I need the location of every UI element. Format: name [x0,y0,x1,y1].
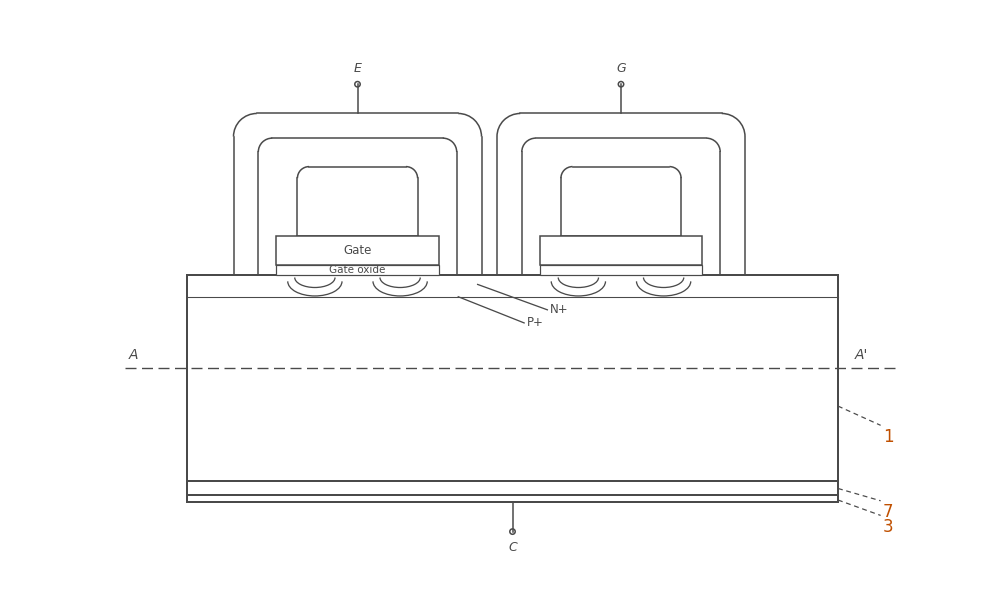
Text: 7: 7 [883,503,893,521]
Bar [540,236,702,265]
Text: C: C [508,541,517,554]
Text: 1: 1 [883,428,894,446]
Text: A': A' [855,348,868,362]
Text: Gate oxide: Gate oxide [329,265,386,275]
Bar [187,275,838,481]
Text: A: A [129,348,138,362]
Text: Gate: Gate [343,244,372,257]
Bar [540,265,702,275]
Text: G: G [616,62,626,75]
Text: 3: 3 [883,518,894,536]
Bar [187,494,838,502]
Bar [276,236,439,265]
Text: P+: P+ [526,316,543,329]
Text: E: E [354,62,361,75]
Bar [187,481,838,494]
Text: N+: N+ [550,304,568,316]
Bar [276,265,439,275]
